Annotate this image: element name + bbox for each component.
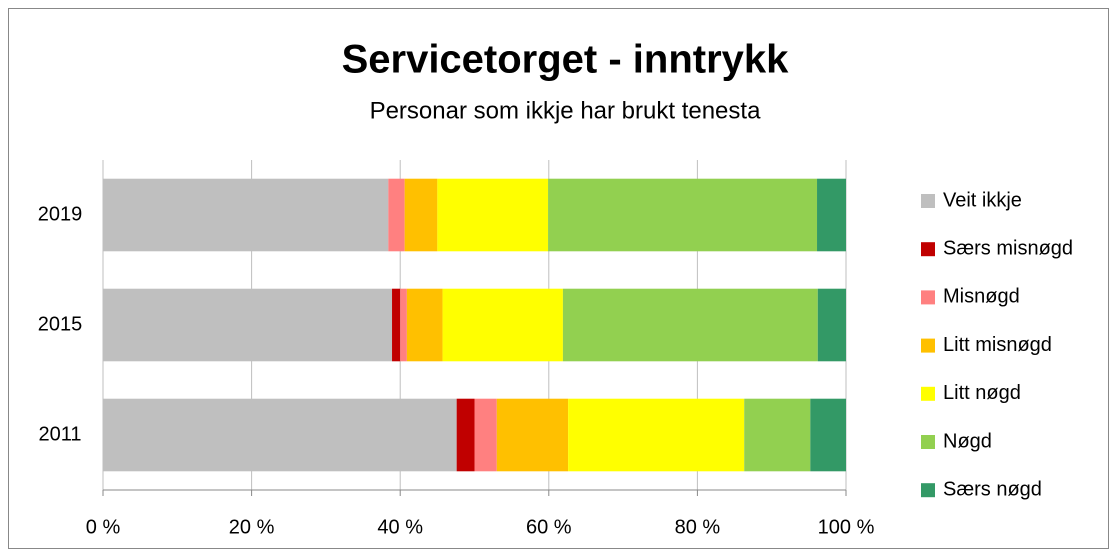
- y-tick-label: 2019: [38, 203, 83, 225]
- bar-segment: [103, 288, 393, 362]
- y-tick-label: 2015: [38, 313, 83, 335]
- legend-label: Litt nøgd: [943, 382, 1021, 404]
- bar-segment: [744, 398, 811, 472]
- bar-segment: [817, 288, 846, 362]
- bar-segment: [568, 398, 745, 472]
- legend-label: Misnøgd: [943, 286, 1020, 308]
- bar-segment: [103, 178, 389, 252]
- bar-segment: [103, 398, 457, 472]
- legend-swatch: [921, 194, 935, 208]
- legend-swatch: [921, 483, 935, 498]
- x-tick-label: 40 %: [377, 516, 423, 538]
- legend-swatch: [921, 338, 935, 353]
- bar-segment: [562, 288, 818, 362]
- x-tick-label: 60 %: [526, 516, 572, 538]
- x-tick-label: 0 %: [86, 516, 121, 538]
- bar-segment: [437, 178, 549, 252]
- chart-subtitle: Personar som ikkje har brukt tenesta: [370, 97, 761, 124]
- bar-segment: [817, 178, 846, 252]
- legend-swatch: [921, 386, 935, 401]
- bar-segment: [404, 178, 438, 252]
- legend-label: Særs nøgd: [943, 478, 1042, 500]
- bar-segment: [392, 288, 401, 362]
- chart-title: Servicetorget - inntrykk: [342, 38, 790, 82]
- bar-segment: [456, 398, 475, 472]
- x-tick-label: 20 %: [229, 516, 275, 538]
- legend-label: Særs misnøgd: [943, 237, 1073, 259]
- bar-segment: [548, 178, 818, 252]
- legend-swatch: [921, 435, 935, 449]
- legend-swatch: [921, 290, 935, 305]
- bar-segment: [406, 288, 443, 362]
- legend-label: Litt misnøgd: [943, 334, 1052, 356]
- bar-segment: [496, 398, 569, 472]
- bar-segment: [400, 288, 407, 362]
- bar-segment: [388, 178, 405, 252]
- x-tick-label: 100 %: [818, 516, 875, 538]
- bar-segment: [810, 398, 846, 472]
- legend-label: Nøgd: [943, 430, 992, 452]
- legend-label: Veit ikkje: [943, 189, 1022, 211]
- x-tick-label: 80 %: [675, 516, 721, 538]
- y-tick-label: 2011: [38, 423, 81, 445]
- bar-segment: [474, 398, 497, 472]
- bar-segment: [442, 288, 563, 362]
- legend-swatch: [921, 242, 935, 257]
